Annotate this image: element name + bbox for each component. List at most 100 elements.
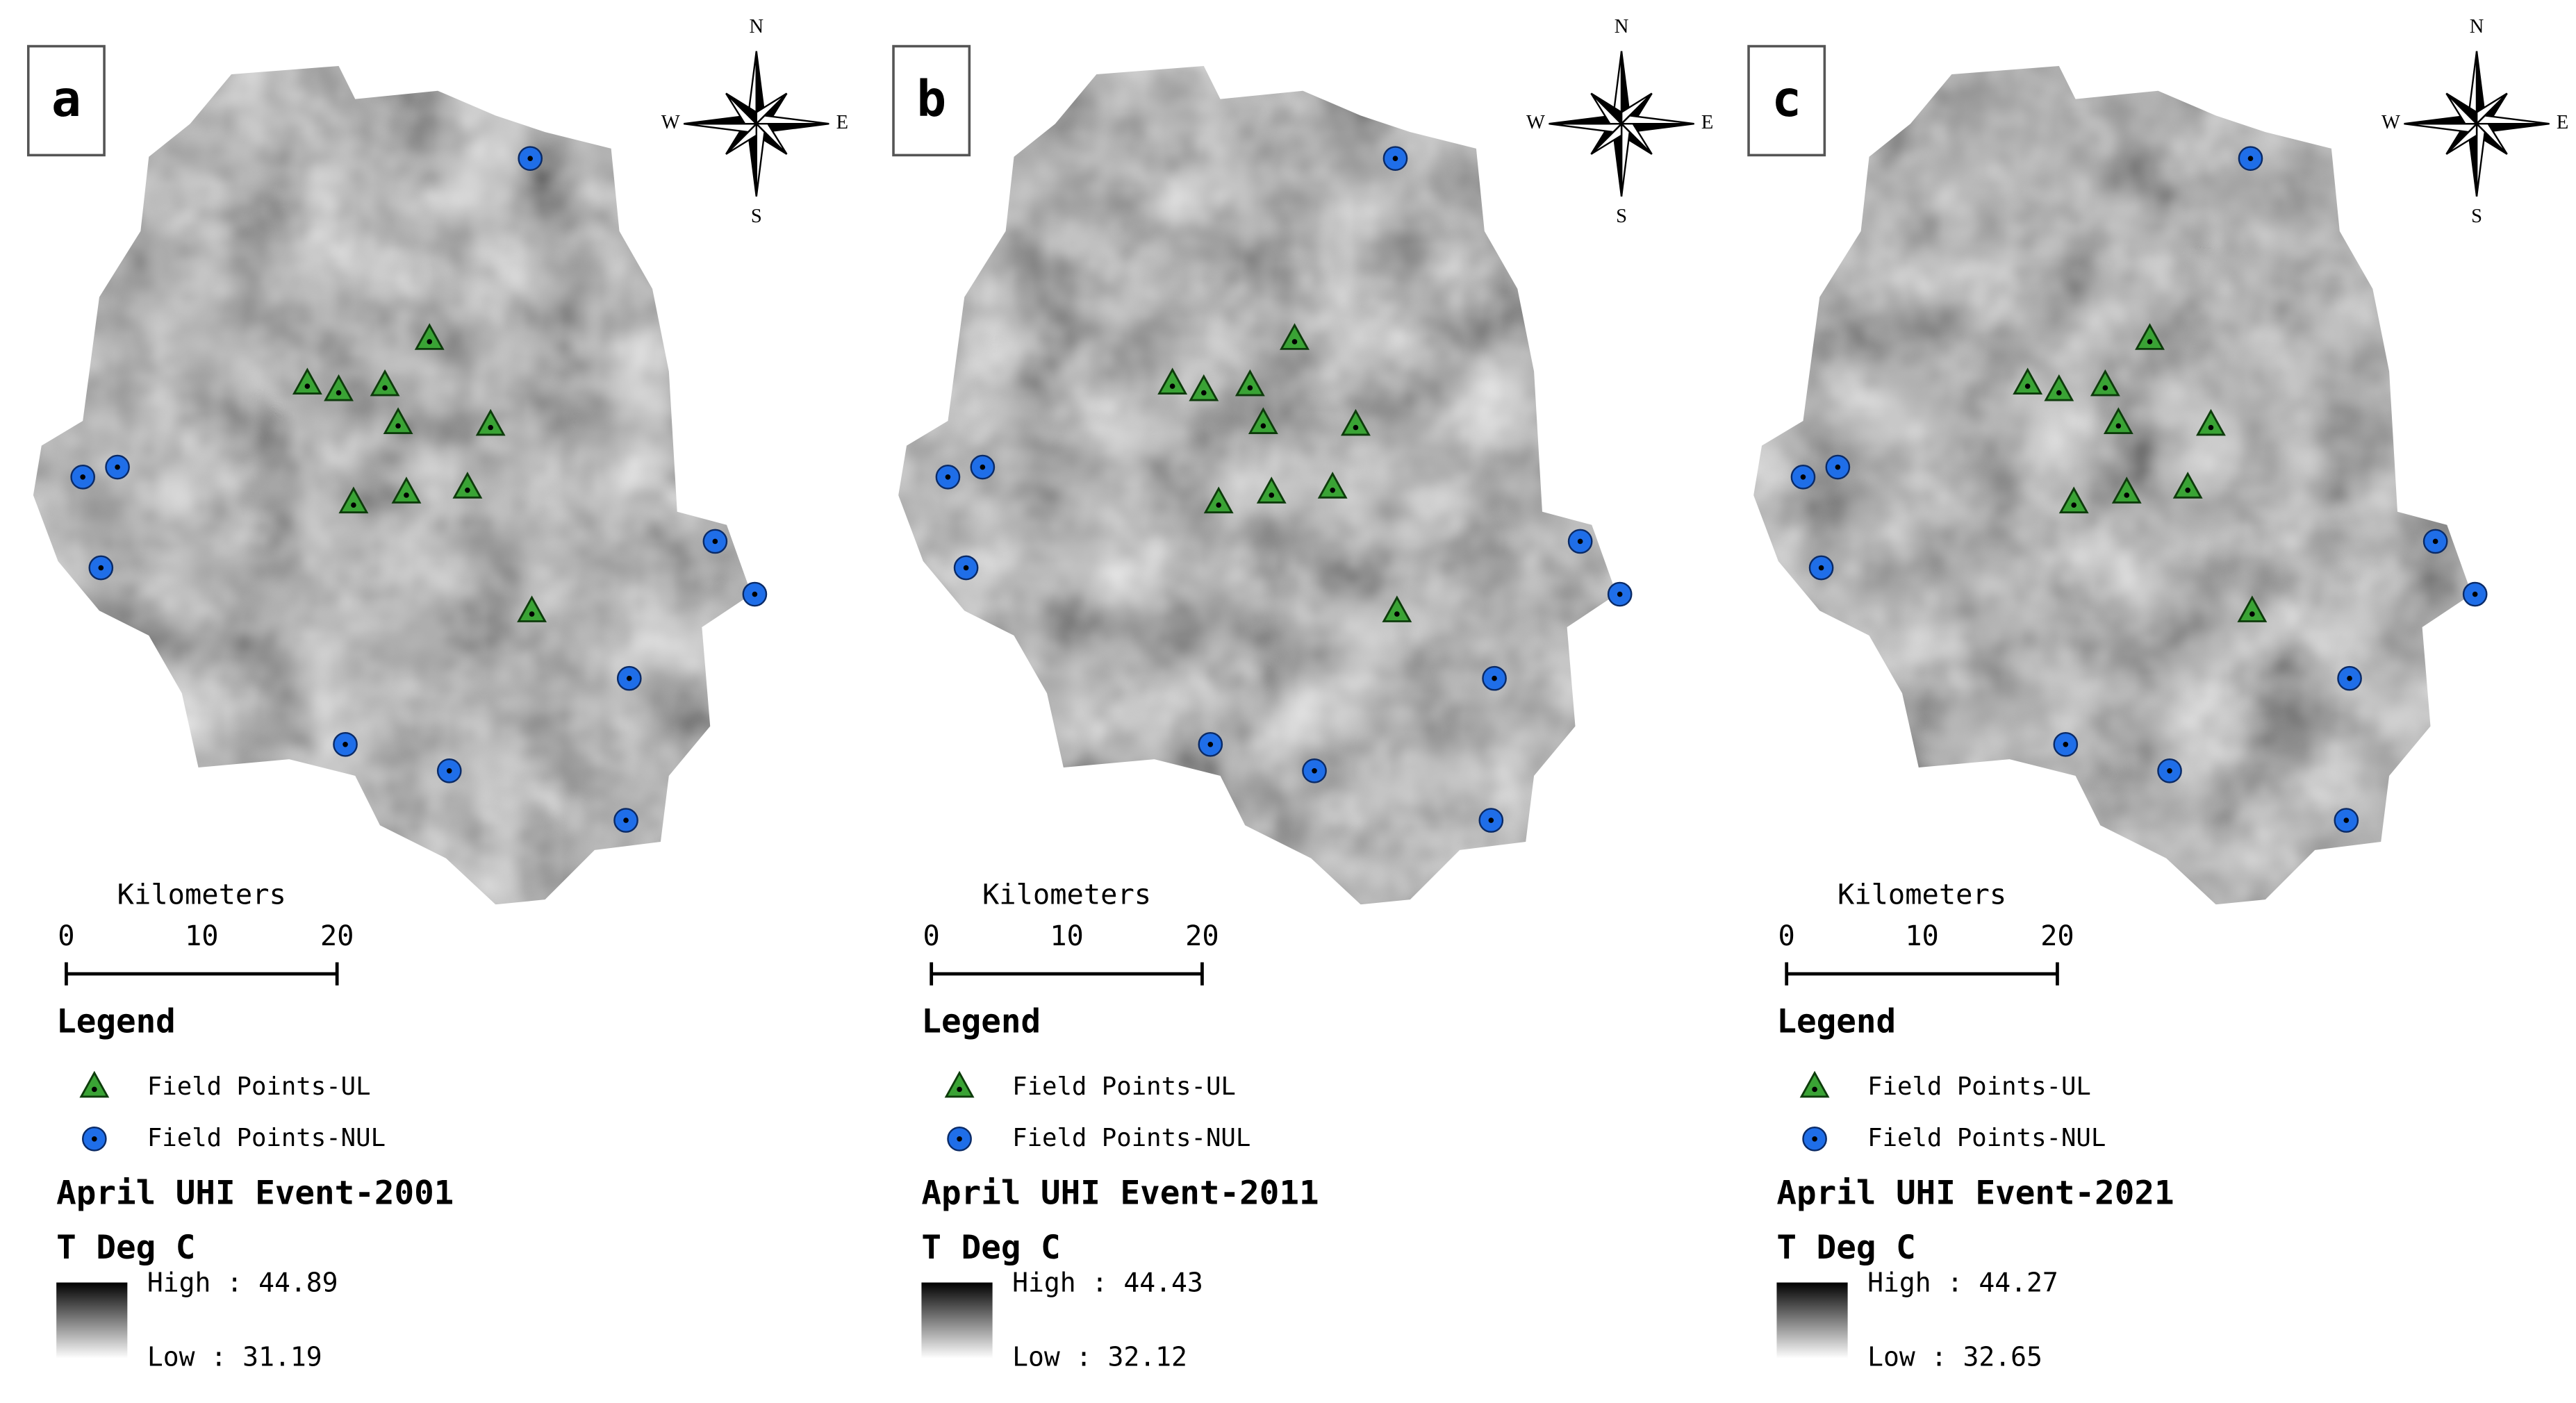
field-point-ul: [1189, 374, 1219, 401]
point-dot: [336, 390, 342, 396]
compass-letter: S: [2471, 206, 2482, 227]
compass: [1549, 51, 1694, 197]
temperature-raster: [898, 66, 1617, 905]
point-dot: [351, 502, 356, 508]
panel-label: a: [51, 70, 81, 128]
legend-title: Legend: [56, 1002, 176, 1040]
point-dot: [963, 565, 969, 571]
scale-tick-label: 20: [1185, 919, 1219, 952]
compass-point: [725, 92, 757, 126]
point-dot: [1812, 1136, 1817, 1142]
point-dot: [2147, 339, 2153, 344]
map-panel: a N S E W Kilometers 0 10 20 Legend Field Points-U…: [26, 16, 848, 1372]
point-dot: [1291, 339, 1298, 344]
point-dot: [1216, 502, 1221, 508]
field-point-ul: [1256, 476, 1287, 504]
point-dot: [404, 492, 409, 498]
temperature-raster: [33, 66, 752, 905]
field-point-ul: [1235, 369, 1265, 397]
point-dot: [957, 1136, 962, 1142]
point-dot: [1312, 768, 1317, 774]
field-point-ul: [414, 323, 445, 350]
point-dot: [2167, 768, 2172, 774]
point-dot: [2343, 817, 2350, 823]
color-ramp: [1776, 1282, 1848, 1359]
compass-point: [1549, 123, 1624, 133]
scale-tick-label: 0: [923, 919, 940, 952]
compass: [684, 51, 829, 197]
ramp-high: High : 44.43: [1012, 1267, 1203, 1297]
compass: [2404, 51, 2550, 197]
point-dot: [1169, 383, 1175, 389]
point-dot: [395, 423, 401, 429]
field-point-ul: [1382, 595, 1412, 622]
point-dot: [527, 156, 534, 161]
compass-point: [2445, 92, 2478, 126]
ramp-low: Low : 32.12: [1012, 1341, 1187, 1372]
compass-point: [755, 122, 766, 197]
field-point-ul: [2172, 472, 2203, 499]
field-point-ul: [2044, 374, 2074, 401]
point-dot: [1812, 1086, 1817, 1093]
point-dot: [92, 1086, 97, 1093]
scale-tick-label: 20: [2040, 919, 2074, 952]
point-dot: [115, 464, 120, 470]
field-point-ul: [324, 374, 354, 401]
map-panel: b N S E W Kilometers 0 10 20 Legend Field Points-U…: [892, 16, 1713, 1372]
point-dot: [1392, 156, 1398, 161]
unit-title: T Deg C: [56, 1229, 195, 1267]
legend-item: Field Points-NUL: [147, 1124, 386, 1152]
compass-point: [1620, 122, 1631, 197]
compass-point: [684, 123, 759, 133]
point-dot: [712, 538, 718, 545]
map-panel: c N S E W Kilometers 0 10 20 Legend Field Points-U…: [1747, 16, 2568, 1372]
point-dot: [2024, 383, 2031, 389]
panel-label-box: [26, 44, 106, 157]
legend-item: Field Points-UL: [1012, 1072, 1236, 1101]
field-point-ul: [2237, 595, 2268, 622]
scale-tick-label: 10: [1050, 919, 1084, 952]
event-title: April UHI Event-2021: [1776, 1174, 2174, 1213]
field-point-ul: [1341, 408, 1371, 436]
field-point-ul: [1317, 472, 1348, 499]
point-dot: [752, 591, 758, 597]
point-dot: [2432, 538, 2438, 545]
point-dot: [427, 339, 433, 344]
point-dot: [2347, 675, 2352, 681]
legend-item: Field Points-NUL: [1012, 1124, 1250, 1152]
compass-letter: W: [1526, 112, 1545, 133]
point-dot: [1488, 817, 1494, 823]
legend-ul-symbol: [79, 1070, 110, 1098]
point-dot: [80, 474, 85, 480]
point-dot: [1260, 423, 1266, 429]
legend-title: Legend: [1776, 1002, 1896, 1040]
point-dot: [2063, 741, 2069, 747]
legend-item: Field Points-UL: [1867, 1072, 2091, 1101]
point-dot: [2124, 492, 2130, 498]
scale-tick-label: 10: [1905, 919, 1939, 952]
ramp-low: Low : 32.65: [1867, 1341, 2042, 1372]
unit-title: T Deg C: [921, 1229, 1060, 1267]
field-point-ul: [2111, 476, 2142, 504]
compass-letter: W: [2381, 112, 2400, 133]
compass-point: [2475, 122, 2486, 197]
color-ramp: [921, 1282, 993, 1359]
compass-point: [754, 115, 829, 125]
point-dot: [980, 464, 986, 470]
compass-letter: E: [2557, 112, 2568, 133]
ramp-low: Low : 31.19: [147, 1341, 322, 1372]
point-dot: [2249, 611, 2255, 617]
point-dot: [529, 611, 535, 617]
point-dot: [2056, 390, 2062, 396]
panel-label-box: [1747, 44, 1826, 157]
point-dot: [1394, 611, 1400, 617]
legend-item: Field Points-NUL: [1867, 1124, 2106, 1152]
compass-point: [2404, 123, 2479, 133]
point-dot: [1835, 464, 1841, 470]
point-dot: [1269, 492, 1275, 498]
scale-tick-label: 0: [58, 919, 74, 952]
event-title: April UHI Event-2001: [56, 1174, 454, 1213]
point-dot: [1492, 675, 1497, 681]
point-dot: [1207, 741, 1214, 747]
